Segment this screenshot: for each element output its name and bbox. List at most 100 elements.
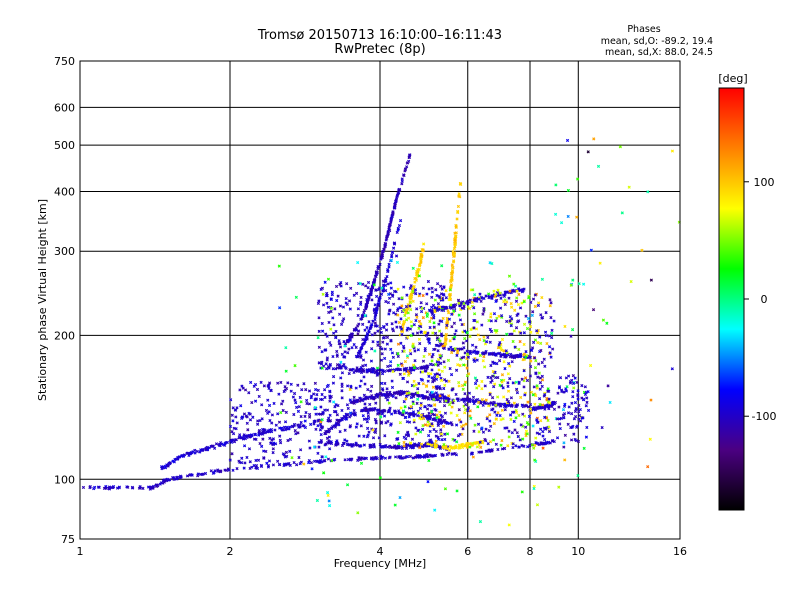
phase-point bbox=[463, 351, 467, 355]
phase-point bbox=[368, 443, 372, 447]
phase-point bbox=[302, 382, 306, 386]
phase-point bbox=[369, 445, 373, 449]
phase-point bbox=[449, 283, 454, 287]
phase-point bbox=[346, 457, 350, 462]
phase-point bbox=[408, 366, 412, 370]
phase-point bbox=[421, 248, 425, 252]
phase-point bbox=[366, 426, 370, 430]
phase-point bbox=[425, 302, 429, 306]
phase-point bbox=[292, 422, 297, 427]
phase-point bbox=[288, 449, 292, 453]
phase-point bbox=[448, 295, 452, 299]
phase-point bbox=[352, 412, 356, 417]
phase-point bbox=[351, 400, 355, 404]
phase-point bbox=[257, 428, 262, 433]
phase-point bbox=[287, 427, 291, 431]
phase-point bbox=[453, 234, 458, 238]
phase-point bbox=[534, 441, 538, 445]
phase-point bbox=[464, 444, 468, 448]
phase-point bbox=[448, 305, 452, 310]
phase-point bbox=[500, 447, 505, 451]
phase-point bbox=[198, 472, 203, 476]
phase-point bbox=[354, 425, 358, 429]
phase-point bbox=[283, 420, 288, 424]
phase-point bbox=[405, 380, 410, 384]
phase-point bbox=[371, 286, 375, 290]
phase-point bbox=[242, 466, 246, 470]
phase-point bbox=[262, 456, 266, 460]
phase-point bbox=[369, 359, 374, 363]
phase-point bbox=[266, 429, 270, 434]
phase-point bbox=[323, 388, 327, 392]
phase-point bbox=[426, 331, 430, 335]
phase-point bbox=[444, 326, 449, 330]
phase-point bbox=[436, 421, 440, 425]
phase-point bbox=[428, 453, 432, 457]
phase-point bbox=[369, 389, 373, 393]
phase-point bbox=[327, 419, 332, 423]
phase-point bbox=[385, 342, 389, 346]
phase-point bbox=[383, 381, 387, 385]
phase-point bbox=[339, 376, 343, 380]
phase-point bbox=[267, 386, 271, 390]
phase-point bbox=[258, 418, 262, 423]
phase-point bbox=[200, 448, 204, 452]
y-tick-label: 100 bbox=[54, 473, 75, 486]
phase-point bbox=[356, 313, 360, 318]
phase-point bbox=[320, 455, 324, 459]
phase-point bbox=[349, 286, 353, 290]
phase-point bbox=[369, 290, 373, 294]
phase-point bbox=[430, 394, 434, 398]
phase-point bbox=[488, 352, 492, 356]
data-points bbox=[81, 137, 681, 527]
phase-point bbox=[394, 290, 398, 294]
phase-point bbox=[468, 349, 472, 353]
phase-point bbox=[235, 421, 239, 425]
phase-point bbox=[364, 406, 368, 410]
phase-point bbox=[359, 295, 363, 300]
phase-point bbox=[371, 340, 375, 344]
phase-point bbox=[531, 406, 535, 411]
phase-point bbox=[391, 294, 395, 298]
phase-point bbox=[228, 458, 232, 462]
phase-point bbox=[240, 384, 244, 388]
phase-point bbox=[355, 369, 360, 373]
phase-point bbox=[457, 192, 461, 196]
phase-point bbox=[345, 439, 349, 443]
phase-point bbox=[342, 317, 346, 321]
phase-point bbox=[402, 435, 406, 439]
phase-point bbox=[241, 437, 245, 441]
phase-point bbox=[323, 408, 327, 412]
phase-point bbox=[378, 410, 382, 414]
phase-point bbox=[317, 316, 321, 320]
phase-point bbox=[240, 456, 244, 460]
phase-point bbox=[408, 454, 412, 459]
phase-point bbox=[338, 312, 342, 316]
phase-point bbox=[419, 301, 423, 305]
phase-point bbox=[320, 350, 324, 354]
phase-point bbox=[440, 415, 444, 419]
phase-point bbox=[389, 347, 393, 351]
phase-point bbox=[379, 457, 383, 461]
phase-point bbox=[396, 226, 401, 231]
phase-point bbox=[111, 485, 115, 490]
phase-point bbox=[325, 408, 330, 412]
phase-point bbox=[358, 369, 362, 373]
phase-point bbox=[411, 410, 416, 414]
phase-point bbox=[188, 451, 192, 456]
phase-point bbox=[541, 406, 546, 410]
phase-point bbox=[298, 425, 302, 429]
phase-point bbox=[387, 408, 391, 412]
phase-point bbox=[166, 464, 170, 468]
phase-point bbox=[433, 454, 437, 458]
phase-point bbox=[385, 387, 389, 391]
phase-point bbox=[354, 291, 359, 295]
phase-point bbox=[269, 388, 273, 392]
phase-point bbox=[336, 419, 341, 423]
phase-point bbox=[368, 402, 372, 407]
phase-point bbox=[338, 345, 343, 349]
phase-point bbox=[434, 377, 439, 381]
phase-point bbox=[425, 366, 429, 370]
phase-point bbox=[391, 302, 396, 306]
phase-point bbox=[400, 333, 404, 337]
